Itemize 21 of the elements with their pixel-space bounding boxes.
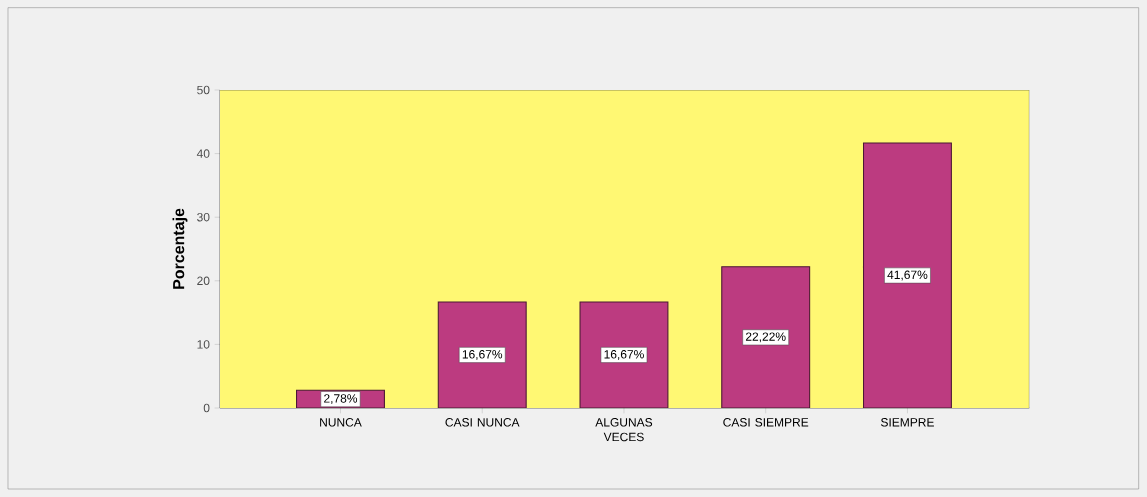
y-tick-label: 50: [197, 85, 210, 95]
data-label: 16,67%: [604, 350, 644, 360]
x-tick-label: CASI SIEMPRE: [723, 418, 809, 427]
y-tick-label: 10: [197, 340, 210, 349]
y-tick-label: 0: [203, 403, 210, 413]
bar: [579, 301, 669, 408]
x-tick-label: NUNCA: [320, 418, 362, 427]
bar: [862, 142, 952, 408]
y-tick-label: 30: [197, 212, 210, 222]
x-tick-label: CASI NUNCA: [445, 418, 520, 427]
bar: [437, 301, 527, 408]
x-tick-label: ALGUNAS VECES: [595, 418, 653, 442]
y-tick-label: 20: [197, 276, 210, 286]
y-axis-title: Porcentaje: [172, 208, 188, 289]
data-label: 16,67%: [462, 350, 503, 360]
y-tick-label: 40: [196, 149, 210, 158]
data-label: 2,78%: [324, 394, 358, 405]
bar: [721, 266, 811, 408]
data-label: 22,22%: [745, 332, 786, 343]
data-label: 41,67%: [887, 270, 928, 281]
x-tick-label: SIEMPRE: [880, 418, 934, 427]
